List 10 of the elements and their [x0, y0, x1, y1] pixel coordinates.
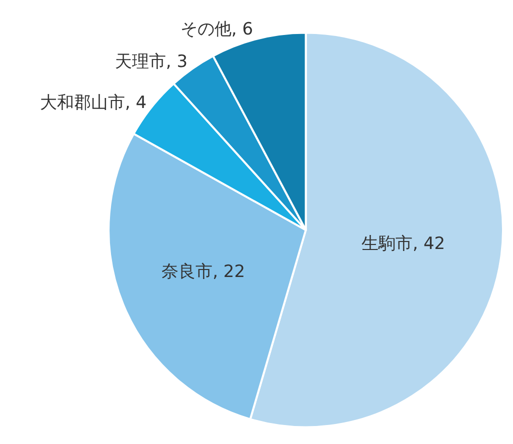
slice-label: 大和郡山市	[40, 93, 125, 114]
slice-label: 奈良市	[162, 262, 213, 282]
data-label: , 3	[166, 52, 188, 72]
data-label: , 22	[212, 262, 246, 282]
slice-label: その他	[180, 19, 232, 40]
data-label: , 42	[412, 234, 446, 254]
data-label: , 4	[125, 93, 147, 114]
slice-label: 天理市	[114, 52, 166, 72]
data-label: , 6	[231, 19, 254, 40]
slice-label: 生駒市	[362, 234, 413, 254]
